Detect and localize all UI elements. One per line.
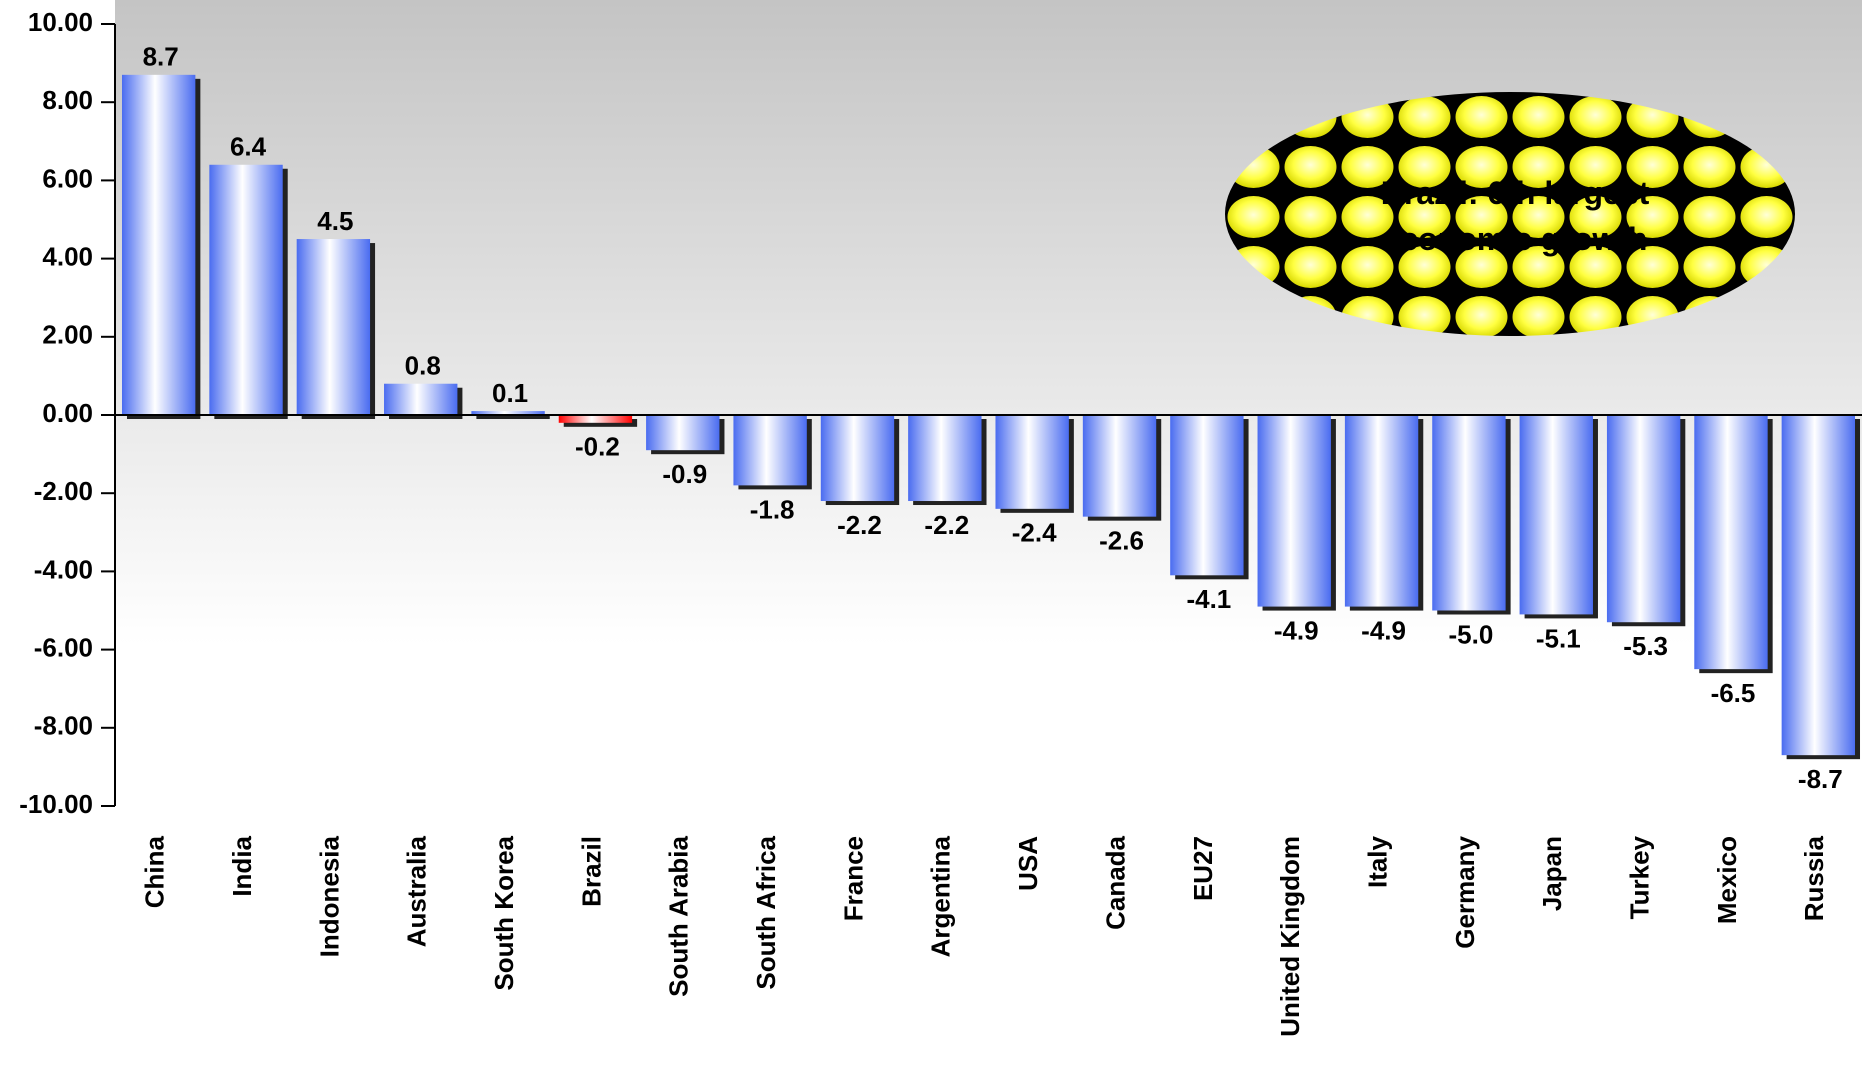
bar xyxy=(384,383,458,415)
bar xyxy=(1694,415,1768,670)
value-label: 0.1 xyxy=(492,378,528,408)
y-tick-label: 6.00 xyxy=(42,163,93,193)
bar xyxy=(296,239,371,415)
value-label: -6.5 xyxy=(1711,678,1756,708)
value-label: -2.6 xyxy=(1099,526,1144,556)
x-tick-label: Italy xyxy=(1362,835,1392,888)
bar-shadow xyxy=(476,415,550,419)
bar-shadow xyxy=(563,419,638,427)
y-tick-label: 0.00 xyxy=(42,398,93,428)
value-label: -0.9 xyxy=(662,459,707,489)
value-label: -5.1 xyxy=(1536,623,1581,653)
value-label: -4.1 xyxy=(1186,584,1231,614)
bar xyxy=(646,415,720,451)
y-tick-label: -8.00 xyxy=(34,711,93,741)
y-tick-label: -2.00 xyxy=(34,476,93,506)
x-tick-label: Japan xyxy=(1537,836,1567,911)
x-tick-label: EU27 xyxy=(1188,836,1218,901)
bar xyxy=(820,415,895,502)
annotation-line: economic growth xyxy=(1383,221,1648,257)
x-tick-label: India xyxy=(227,835,257,896)
x-tick-label: South Arabia xyxy=(664,835,694,996)
bar xyxy=(121,74,196,415)
bar xyxy=(1170,415,1244,576)
annotation-line: Brazil: 6th largest xyxy=(1381,175,1650,211)
y-tick-label: 4.00 xyxy=(42,241,93,271)
x-tick-label: Argentina xyxy=(926,835,956,957)
y-tick-label: -4.00 xyxy=(34,554,93,584)
value-label: 6.4 xyxy=(230,132,267,162)
bar xyxy=(1257,415,1331,607)
value-label: -2.2 xyxy=(924,510,969,540)
value-label: -2.4 xyxy=(1012,518,1057,548)
y-tick-label: -6.00 xyxy=(34,632,93,662)
bar xyxy=(1781,415,1856,756)
x-tick-label: France xyxy=(838,836,868,921)
x-tick-label: United Kingdom xyxy=(1275,836,1305,1037)
x-tick-label: Australia xyxy=(402,835,432,947)
value-label: -8.7 xyxy=(1798,764,1843,794)
value-label: -1.8 xyxy=(750,494,795,524)
x-tick-label: Russia xyxy=(1799,835,1829,921)
y-tick-label: -10.00 xyxy=(19,789,93,819)
bar xyxy=(1432,415,1506,611)
bar xyxy=(471,411,545,415)
bar xyxy=(209,164,283,415)
value-label: 4.5 xyxy=(317,206,353,236)
x-tick-label: Turkey xyxy=(1625,835,1655,919)
value-label: -5.0 xyxy=(1449,619,1494,649)
bar xyxy=(733,415,807,486)
x-tick-label: Canada xyxy=(1100,835,1130,929)
value-label: -4.9 xyxy=(1274,615,1319,645)
x-tick-label: South Africa xyxy=(751,835,781,989)
bar xyxy=(1344,415,1419,607)
x-tick-label: South Korea xyxy=(489,835,519,990)
annotation-ellipse xyxy=(1225,92,1795,336)
bar xyxy=(558,415,633,423)
bar xyxy=(1082,415,1157,517)
x-tick-label: Indonesia xyxy=(314,835,344,957)
x-tick-label: China xyxy=(140,835,170,908)
bar xyxy=(908,415,982,502)
bar xyxy=(995,415,1069,509)
x-tick-label: USA xyxy=(1013,836,1043,891)
y-tick-label: 10.00 xyxy=(28,7,93,37)
value-label: -4.9 xyxy=(1361,615,1406,645)
value-label: 8.7 xyxy=(143,42,179,72)
x-tick-label: Brazil xyxy=(576,836,606,907)
value-label: -5.3 xyxy=(1623,631,1668,661)
x-tick-label: Germany xyxy=(1450,835,1480,948)
bar xyxy=(1606,415,1681,623)
value-label: -0.2 xyxy=(575,432,620,462)
y-tick-label: 8.00 xyxy=(42,85,93,115)
x-tick-label: Mexico xyxy=(1712,836,1742,924)
y-tick-label: 2.00 xyxy=(42,320,93,350)
bar xyxy=(1519,415,1593,615)
value-label: 0.8 xyxy=(405,351,441,381)
value-label: -2.2 xyxy=(837,510,882,540)
